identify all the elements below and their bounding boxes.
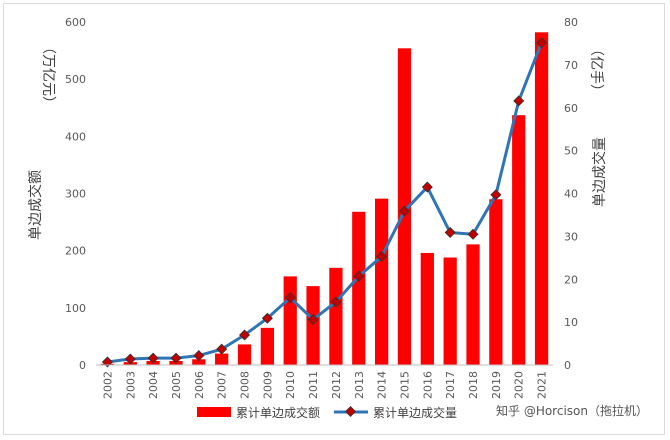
left-tick-label: 300	[65, 188, 86, 201]
x-tick-label: 2018	[467, 371, 480, 399]
left-tick-label: 100	[65, 302, 86, 315]
bar-2019	[489, 199, 503, 365]
legend: 累计单边成交额 累计单边成交量	[197, 405, 457, 420]
line-point-2003	[124, 353, 136, 365]
bar-2010	[283, 276, 297, 365]
x-tick-label: 2008	[239, 371, 252, 399]
line-point-2005	[170, 352, 182, 364]
bar-2011	[306, 286, 320, 365]
line-point-2016	[421, 181, 433, 193]
line-point-2017	[444, 227, 456, 239]
line-point-2007	[216, 343, 228, 355]
line-point-2006	[193, 350, 205, 362]
x-tick-label: 2014	[376, 371, 389, 399]
x-tick-label: 2006	[193, 371, 206, 399]
right-tick-label: 60	[564, 102, 578, 115]
bar-2013	[352, 211, 366, 365]
line-point-2002	[101, 356, 113, 368]
x-tick-label: 2020	[513, 371, 526, 399]
line-point-2010	[284, 292, 296, 304]
right-tick-label: 30	[564, 230, 578, 243]
bar-2021	[534, 32, 549, 365]
line-point-2014	[376, 251, 388, 263]
bar-2008	[237, 344, 252, 365]
bar-2018	[466, 244, 480, 365]
left-tick-label: 500	[65, 73, 86, 86]
chart-frame	[3, 3, 665, 435]
bar-2017	[443, 257, 457, 365]
line-layer	[101, 37, 548, 368]
line-point-2008	[239, 329, 251, 341]
right-tick-label: 50	[564, 145, 578, 158]
bars-layer	[100, 32, 549, 366]
bar-2014	[375, 198, 389, 365]
legend-label-line: 累计单边成交量	[373, 405, 457, 420]
x-tick-label: 2015	[398, 371, 411, 399]
watermark: 知乎 @Horcison（拖拉机）	[496, 403, 648, 418]
right-tick-label: 80	[564, 16, 578, 29]
x-tick-label: 2010	[284, 371, 297, 399]
x-tick-label: 2019	[490, 371, 503, 399]
line-point-2015	[398, 205, 410, 217]
right-axis-unit: （亿手）	[588, 42, 604, 98]
left-tick-label: 0	[79, 359, 86, 372]
bar-2009	[260, 327, 274, 365]
x-tick-label: 2013	[353, 371, 366, 399]
x-tick-label: 2011	[307, 371, 320, 399]
legend-swatch-marker	[344, 405, 357, 418]
line-point-2011	[307, 314, 319, 326]
x-tick-label: 2005	[170, 371, 183, 399]
right-tick-label: 40	[564, 188, 578, 201]
x-tick-label: 2007	[216, 371, 229, 399]
x-tick-label: 2004	[147, 371, 160, 399]
legend-label-bar: 累计单边成交额	[236, 405, 320, 420]
x-tick-label: 2016	[421, 371, 434, 399]
bar-2007	[215, 353, 229, 365]
line-point-2004	[147, 352, 159, 364]
line-point-2009	[261, 312, 273, 324]
line-point-2021	[536, 37, 548, 49]
axis-layer: 0 100 200 300 400 500 600 0 10 20 30 40 50 60 70 80 2002…	[65, 16, 578, 399]
right-axis-title: 单边成交量	[591, 137, 608, 207]
x-tick-label: 2012	[330, 371, 343, 399]
x-tick-label: 2021	[536, 371, 549, 399]
right-tick-label: 20	[564, 273, 578, 286]
bar-2006	[192, 359, 206, 365]
right-tick-label: 10	[564, 316, 578, 329]
left-tick-label: 400	[65, 130, 86, 143]
line-point-2020	[513, 95, 525, 107]
legend-swatch-bar	[197, 407, 231, 417]
left-axis-title: 单边成交额	[27, 170, 44, 240]
left-tick-label: 600	[65, 16, 86, 29]
line-point-2012	[330, 296, 342, 308]
x-tick-label: 2002	[101, 371, 114, 399]
left-axis-unit: （万亿元）	[40, 40, 56, 110]
line-point-2018	[467, 228, 479, 240]
right-tick-label: 70	[564, 59, 578, 72]
x-tick-label: 2017	[444, 371, 457, 399]
left-tick-label: 200	[65, 245, 86, 258]
line-point-2019	[490, 189, 502, 201]
right-tick-label: 0	[564, 359, 571, 372]
bar-2012	[329, 267, 343, 365]
bar-2020	[512, 115, 526, 366]
line-point-2013	[353, 270, 365, 282]
x-tick-label: 2003	[124, 371, 137, 399]
bar-2016	[420, 252, 434, 365]
x-tick-label: 2009	[261, 371, 274, 399]
